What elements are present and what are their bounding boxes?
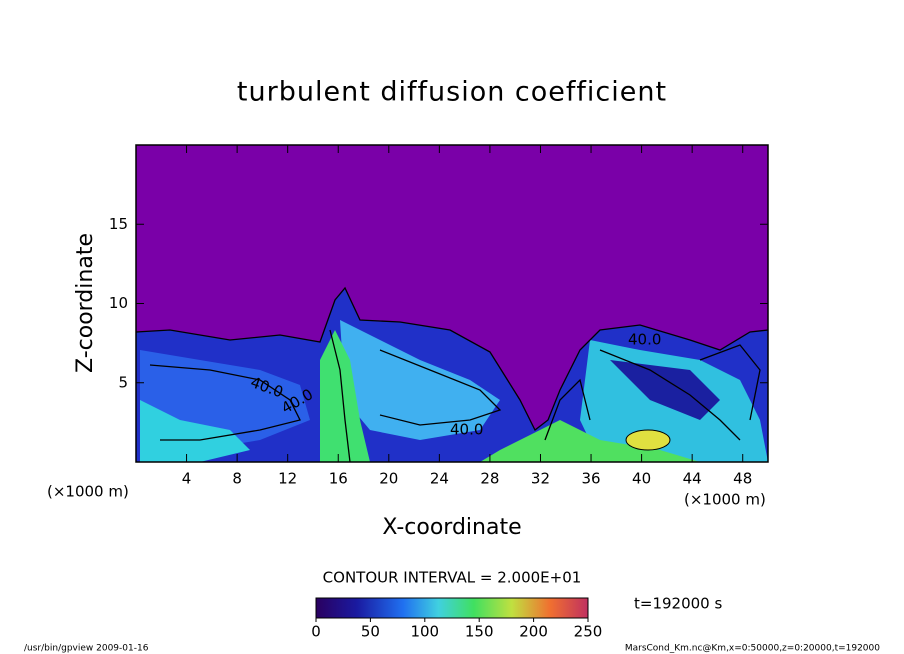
field-region [625,429,671,451]
field-region [320,330,370,462]
y-tick-label: 15 [109,215,128,233]
field-region [610,360,720,420]
x-tick-label: 48 [733,470,752,488]
x-tick-label: 36 [581,470,600,488]
x-tick-label: 24 [430,470,449,488]
footer-left: /usr/bin/gpview 2009-01-16 [24,644,149,654]
colorbar-tick-label: 150 [465,623,494,641]
footer-right: MarsCond_Km.nc@Km,x=0:50000,z=0:20000,t=… [625,644,880,654]
chart-title: turbulent diffusion coefficient [237,77,667,108]
colorbar-tick-label: 50 [361,623,380,641]
contour-label: 40.0 [450,421,483,439]
x-tick-label: 4 [182,470,192,488]
field-region [140,400,250,462]
x-tick-label: 16 [329,470,348,488]
colorbar-tick-label: 100 [410,623,439,641]
x-unit: (×1000 m) [47,483,129,501]
contour-label: 40.0 [628,331,661,349]
x-tick-label: 40 [632,470,651,488]
x-tick-label: 12 [278,470,297,488]
x-axis-label: X-coordinate [382,515,521,540]
contour-interval: CONTOUR INTERVAL = 2.000E+01 [323,569,582,587]
colorbar-tick-label: 0 [311,623,321,641]
colorbar-tick-label: 200 [519,623,548,641]
field-region [480,420,700,462]
y-axis-label: Z-coordinate [73,233,98,373]
y-tick-label: 10 [109,294,128,312]
x-tick-label: 44 [683,470,702,488]
x-unit: (×1000 m) [684,491,766,509]
colorbar [315,597,589,619]
colorbar-tick-label: 250 [574,623,603,641]
x-tick-label: 28 [480,470,499,488]
contour-field [136,145,768,462]
x-tick-label: 32 [531,470,550,488]
x-tick-label: 20 [379,470,398,488]
x-tick-label: 8 [232,470,242,488]
y-tick-label: 5 [118,373,128,391]
time-label: t=192000 s [634,595,722,613]
